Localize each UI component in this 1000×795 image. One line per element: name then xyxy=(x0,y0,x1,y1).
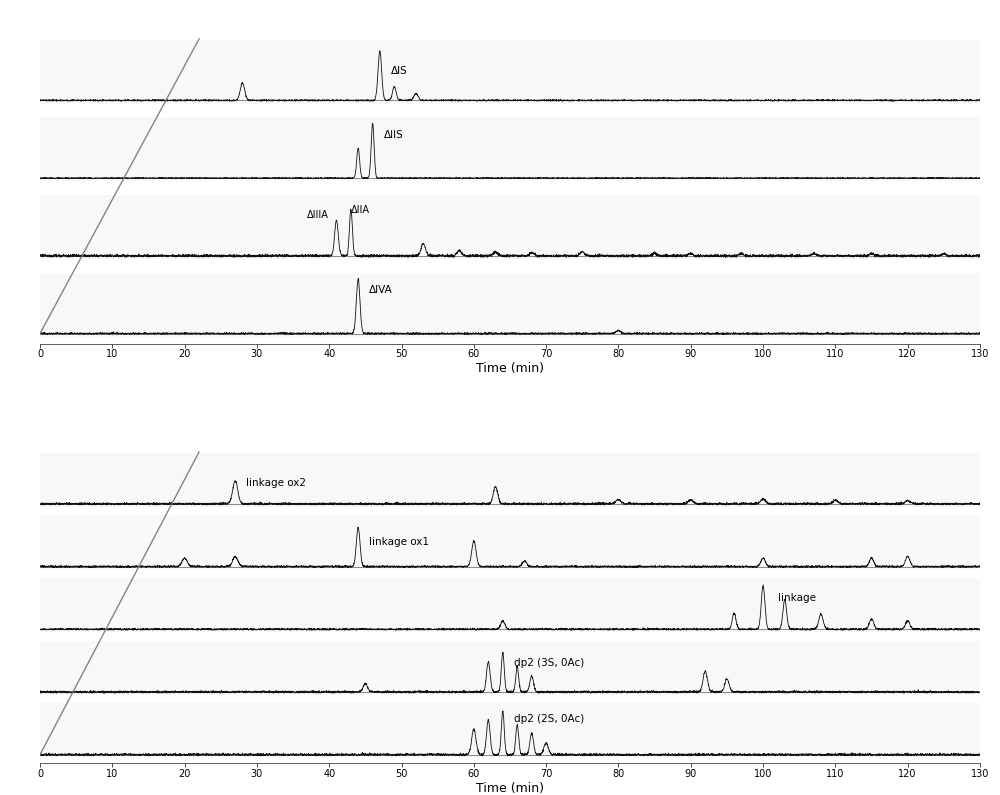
Bar xyxy=(40,118,980,181)
Text: ΔIIIA: ΔIIIA xyxy=(307,210,329,220)
Text: ΔIIA: ΔIIA xyxy=(351,205,370,215)
Text: ΔIS: ΔIS xyxy=(391,66,407,76)
Text: dp2 (2S, 0Ac): dp2 (2S, 0Ac) xyxy=(514,714,584,724)
Text: ΔIIS: ΔIIS xyxy=(383,130,403,140)
Bar xyxy=(40,452,980,506)
Text: dp2 (3S, 0Ac): dp2 (3S, 0Ac) xyxy=(514,658,584,669)
Text: linkage: linkage xyxy=(778,593,816,603)
Bar xyxy=(40,515,980,569)
Text: linkage ox2: linkage ox2 xyxy=(246,478,306,487)
X-axis label: Time (min): Time (min) xyxy=(476,781,544,794)
Bar xyxy=(40,195,980,259)
Bar xyxy=(40,641,980,695)
Bar xyxy=(40,40,980,104)
Bar xyxy=(40,704,980,758)
Text: ΔIVA: ΔIVA xyxy=(369,285,393,295)
Bar xyxy=(40,578,980,632)
X-axis label: Time (min): Time (min) xyxy=(476,362,544,375)
Text: linkage ox1: linkage ox1 xyxy=(369,537,429,547)
Bar xyxy=(40,273,980,337)
